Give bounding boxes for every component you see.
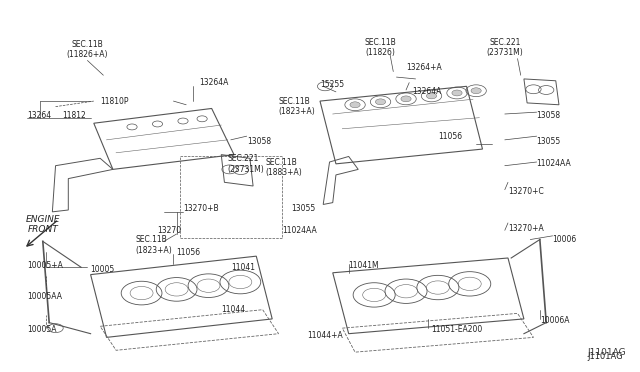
Text: 13270: 13270 [157, 226, 182, 235]
Text: J1101AG: J1101AG [588, 347, 627, 357]
Text: 10005AA: 10005AA [27, 292, 62, 301]
Text: 13264+A: 13264+A [406, 63, 442, 72]
Text: 10005: 10005 [91, 264, 115, 273]
Text: 13058: 13058 [537, 111, 561, 121]
Text: 13058: 13058 [246, 137, 271, 146]
Circle shape [471, 88, 481, 94]
Text: J1101AG: J1101AG [588, 352, 623, 361]
Text: SEC.11B
(1883+A): SEC.11B (1883+A) [266, 158, 303, 177]
Circle shape [426, 93, 436, 99]
Text: 13264: 13264 [27, 111, 51, 121]
Text: 10005+A: 10005+A [27, 261, 63, 270]
Text: SEC.11B
(11826): SEC.11B (11826) [365, 38, 396, 57]
Text: 10006A: 10006A [540, 316, 570, 325]
Text: SEC.11B
(11826+A): SEC.11B (11826+A) [67, 40, 108, 59]
Circle shape [452, 90, 462, 96]
Text: SEC.11B
(1823+A): SEC.11B (1823+A) [278, 97, 316, 116]
Text: 11812: 11812 [62, 111, 86, 121]
Text: SEC.221
(23731M): SEC.221 (23731M) [486, 38, 523, 57]
Text: 13264A: 13264A [412, 87, 442, 96]
Circle shape [401, 96, 411, 102]
Text: 10005A: 10005A [27, 326, 56, 334]
Text: SEC.11B
(1823+A): SEC.11B (1823+A) [135, 235, 172, 255]
Text: 11041: 11041 [231, 263, 255, 272]
Text: 11056: 11056 [177, 248, 201, 257]
Text: 13270+A: 13270+A [508, 224, 544, 233]
Text: 15255: 15255 [320, 80, 344, 89]
Text: SEC.221
(23731M): SEC.221 (23731M) [228, 154, 264, 174]
Text: 11044+A: 11044+A [307, 331, 343, 340]
Text: 13270+C: 13270+C [508, 187, 544, 196]
Text: 13055: 13055 [291, 203, 316, 213]
Text: 11024AA: 11024AA [282, 226, 317, 235]
Text: 11051-EA200: 11051-EA200 [431, 326, 483, 334]
Text: 11810P: 11810P [100, 97, 129, 106]
Text: 11024AA: 11024AA [537, 159, 572, 169]
Text: 11056: 11056 [438, 132, 462, 141]
Text: 13055: 13055 [537, 137, 561, 146]
Text: 10006: 10006 [552, 235, 577, 244]
Text: 11044: 11044 [221, 305, 245, 314]
Text: 13270+B: 13270+B [183, 203, 219, 213]
Text: 13264A: 13264A [199, 78, 228, 87]
Text: ENGINE
FRONT: ENGINE FRONT [26, 215, 60, 234]
Circle shape [376, 99, 386, 105]
Text: 11041M: 11041M [349, 261, 380, 270]
Circle shape [350, 102, 360, 108]
